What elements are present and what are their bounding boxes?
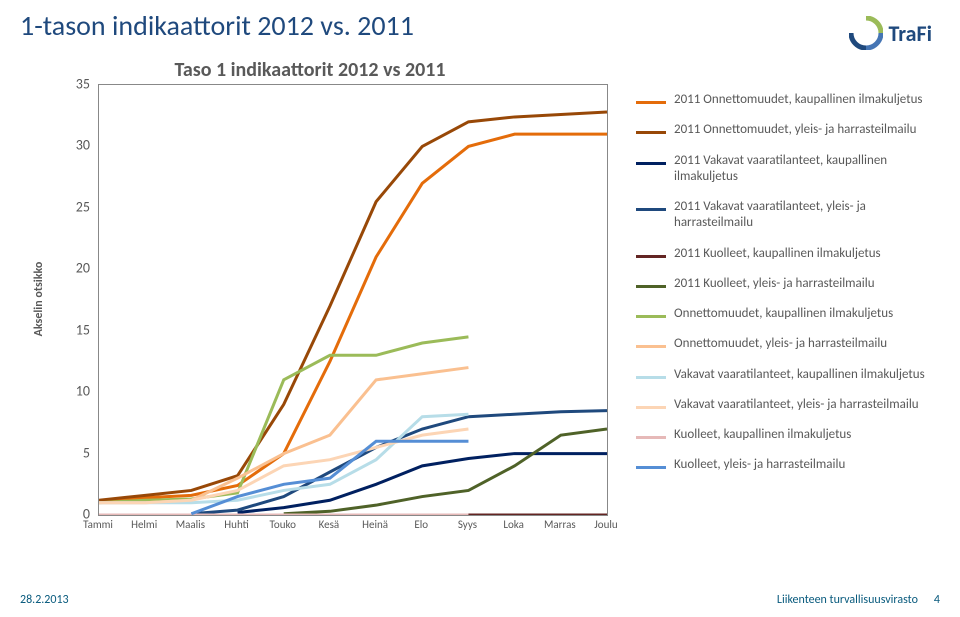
y-tick-label: 25 xyxy=(66,198,90,215)
footer-date: 28.2.2013 xyxy=(20,593,69,607)
legend-swatch xyxy=(636,208,666,211)
legend-label: Onnettomuudet, yleis- ja harrasteilmailu xyxy=(674,336,887,352)
legend-item: 2011 Onnettomuudet, kaupallinen ilmakulj… xyxy=(636,92,946,108)
legend-swatch xyxy=(636,255,666,258)
series-line xyxy=(99,368,468,503)
plot-frame xyxy=(98,84,608,516)
chart-lines xyxy=(99,85,607,515)
legend-label: 2011 Kuolleet, kaupallinen ilmakuljetus xyxy=(674,246,881,262)
y-tick-label: 5 xyxy=(66,444,90,461)
x-tick-label: Maalis xyxy=(176,518,205,531)
legend-swatch xyxy=(636,466,666,469)
legend-item: 2011 Onnettomuudet, yleis- ja harrasteil… xyxy=(636,122,946,138)
legend-item: 2011 Vakavat vaaratilanteet, yleis- ja h… xyxy=(636,199,946,232)
y-tick-label: 20 xyxy=(66,260,90,277)
legend-label: 2011 Onnettomuudet, kaupallinen ilmakulj… xyxy=(674,92,922,108)
series-line xyxy=(99,134,607,503)
footer-org: Liikenteen turvallisuusvirasto xyxy=(777,593,918,607)
logo-icon xyxy=(849,16,883,50)
x-tick-label: Huhti xyxy=(224,518,248,531)
legend-label: Vakavat vaaratilanteet, kaupallinen ilma… xyxy=(674,367,925,383)
legend-label: Vakavat vaaratilanteet, yleis- ja harras… xyxy=(674,397,919,413)
legend: 2011 Onnettomuudet, kaupallinen ilmakulj… xyxy=(636,92,946,488)
legend-item: Vakavat vaaratilanteet, yleis- ja harras… xyxy=(636,397,946,413)
x-tick-label: Tammi xyxy=(83,518,113,531)
logo: TraFi xyxy=(849,16,932,50)
y-tick-label: 30 xyxy=(66,137,90,154)
y-tick-label: 10 xyxy=(66,383,90,400)
x-tick-label: Kesä xyxy=(319,518,340,531)
legend-item: Onnettomuudet, yleis- ja harrasteilmailu xyxy=(636,336,946,352)
y-tick-label: 35 xyxy=(66,76,90,93)
x-tick-label: Elo xyxy=(414,518,428,531)
legend-label: 2011 Onnettomuudet, yleis- ja harrasteil… xyxy=(674,122,916,138)
legend-label: Kuolleet, yleis- ja harrasteilmailu xyxy=(674,457,845,473)
legend-label: 2011 Vakavat vaaratilanteet, kaupallinen… xyxy=(674,153,946,186)
chart-area: Akselin otsikko 05101520253035 TammiHelm… xyxy=(66,84,606,539)
logo-text: TraFi xyxy=(889,20,932,47)
legend-item: Onnettomuudet, kaupallinen ilmakuljetus xyxy=(636,306,946,322)
legend-item: Kuolleet, yleis- ja harrasteilmailu xyxy=(636,457,946,473)
series-line xyxy=(99,414,468,502)
footer-page: 4 xyxy=(934,593,940,607)
legend-label: Onnettomuudet, kaupallinen ilmakuljetus xyxy=(674,306,893,322)
legend-item: Vakavat vaaratilanteet, kaupallinen ilma… xyxy=(636,367,946,383)
legend-swatch xyxy=(636,436,666,439)
slide-title: 1-tason indikaattorit 2012 vs. 2011 xyxy=(20,8,414,43)
legend-label: 2011 Kuolleet, yleis- ja harrasteilmailu xyxy=(674,276,875,292)
legend-swatch xyxy=(636,376,666,379)
legend-swatch xyxy=(636,345,666,348)
x-tick-label: Touko xyxy=(270,518,296,531)
footer: 28.2.2013 Liikenteen turvallisuusvirasto… xyxy=(20,593,940,607)
legend-item: 2011 Kuolleet, kaupallinen ilmakuljetus xyxy=(636,246,946,262)
legend-swatch xyxy=(636,101,666,104)
legend-label: Kuolleet, kaupallinen ilmakuljetus xyxy=(674,427,851,443)
x-tick-label: Loka xyxy=(503,518,524,531)
legend-item: 2011 Kuolleet, yleis- ja harrasteilmailu xyxy=(636,276,946,292)
series-line xyxy=(99,337,468,503)
legend-swatch xyxy=(636,131,666,134)
x-tick-label: Syys xyxy=(458,518,477,531)
legend-swatch xyxy=(636,285,666,288)
x-tick-label: Joulu xyxy=(594,518,617,531)
chart-title: Taso 1 indikaattorit 2012 vs 2011 xyxy=(0,58,620,82)
legend-label: 2011 Vakavat vaaratilanteet, yleis- ja h… xyxy=(674,199,946,232)
legend-swatch xyxy=(636,315,666,318)
y-axis-caption: Akselin otsikko xyxy=(32,262,46,337)
x-tick-label: Helmi xyxy=(131,518,157,531)
x-tick-label: Marras xyxy=(544,518,576,531)
legend-item: 2011 Vakavat vaaratilanteet, kaupallinen… xyxy=(636,153,946,186)
x-tick-label: Heinä xyxy=(362,518,388,531)
legend-item: Kuolleet, kaupallinen ilmakuljetus xyxy=(636,427,946,443)
y-tick-label: 15 xyxy=(66,321,90,338)
legend-swatch xyxy=(636,162,666,165)
legend-swatch xyxy=(636,406,666,409)
